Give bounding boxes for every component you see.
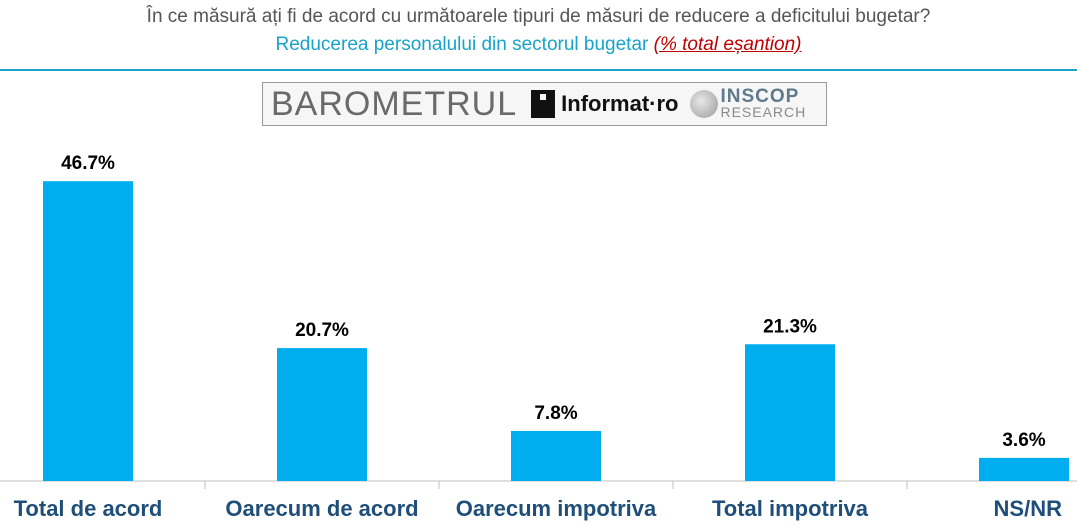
bar-4	[745, 344, 835, 481]
chart-title: În ce măsură ați fi de acord cu următoar…	[146, 6, 931, 27]
bar-5	[979, 457, 1069, 481]
chart-subtitle: Reducerea personalului din sectorul buge…	[0, 34, 1077, 56]
category-label-4: Total impotriva	[712, 496, 869, 521]
data-label-3: 7.8%	[534, 403, 577, 424]
informat-logo: Informat·ro	[561, 91, 679, 116]
data-label-2: 20.7%	[295, 320, 349, 341]
inscop-logo-bottom: RESEARCH	[720, 104, 807, 120]
inscop-orb-icon	[690, 90, 719, 118]
category-label-5: NS/NR	[994, 496, 1063, 521]
category-label-1: Total de acord	[14, 496, 163, 521]
subtitle-note: (% total eșantion)	[653, 34, 802, 55]
bar-2	[277, 348, 367, 481]
inscop-logo-top: INSCOP	[720, 86, 800, 107]
data-label-1: 46.7%	[61, 153, 115, 174]
bar-3	[511, 430, 601, 481]
bar-1	[43, 181, 133, 481]
category-label-3: Oarecum impotriva	[456, 496, 657, 521]
logo-banner: BAROMETRUL Informat·ro INSCOP RESEARCH	[262, 82, 827, 126]
subtitle-text: Reducerea personalului din sectorul buge…	[275, 34, 654, 55]
barometrul-logo: BAROMETRUL	[271, 84, 518, 123]
inscop-logo: INSCOP RESEARCH	[690, 84, 810, 124]
data-label-5: 3.6%	[1002, 430, 1045, 451]
category-label-2: Oarecum de acord	[225, 496, 418, 521]
header-divider	[0, 69, 1077, 71]
data-label-4: 21.3%	[763, 316, 817, 337]
informat-icon	[531, 90, 556, 118]
